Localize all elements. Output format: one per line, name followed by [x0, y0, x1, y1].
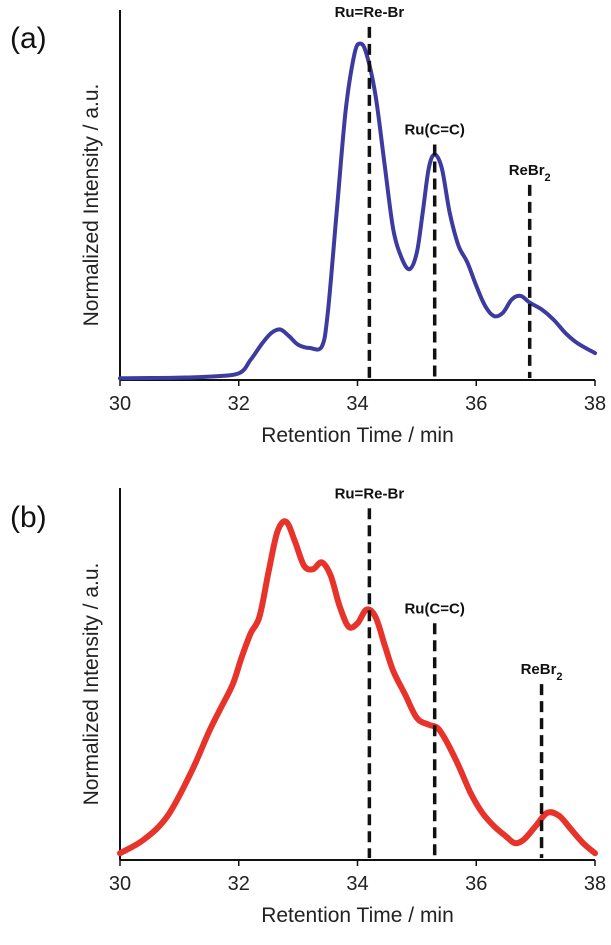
x-tick-label: 32 [228, 873, 250, 895]
marker-label-subscript: 2 [556, 671, 562, 683]
y-axis-label: Normalized Intensity / a.u. [80, 84, 103, 327]
marker-label: Ru=Re-Br [335, 4, 405, 21]
x-tick-label: 38 [584, 393, 606, 415]
marker-label: Ru=Re-Br [335, 485, 405, 502]
series-line [117, 518, 598, 857]
x-tick-label: 36 [465, 393, 487, 415]
panel-label: (a) [10, 22, 47, 55]
x-tick-label: 38 [584, 873, 606, 895]
panel-b: (b) 30 32 34 36 38 Retention Time / min Normali… [10, 485, 606, 927]
x-tick-label: 34 [346, 393, 368, 415]
series-line [118, 41, 597, 381]
marker-label: Ru(C=C) [404, 122, 464, 139]
x-tick-label: 34 [346, 873, 368, 895]
panel-a: (a) 30 32 34 36 38 Retention Time / min Normali… [10, 4, 606, 447]
x-axis-label: Retention Time / min [261, 424, 454, 447]
marker-label: ReBr2 [521, 661, 563, 683]
y-axis-label: Normalized Intensity / a.u. [80, 563, 103, 806]
panel-label: (b) [10, 501, 47, 534]
x-tick-label: 30 [109, 393, 131, 415]
marker-label: Ru(C=C) [404, 600, 464, 617]
marker-label-subscript: 2 [545, 172, 551, 184]
marker-label: ReBr2 [509, 162, 551, 184]
x-tick-label: 32 [228, 393, 250, 415]
x-axis-label: Retention Time / min [261, 904, 454, 927]
x-tick-label: 36 [465, 873, 487, 895]
x-tick-label: 30 [109, 873, 131, 895]
